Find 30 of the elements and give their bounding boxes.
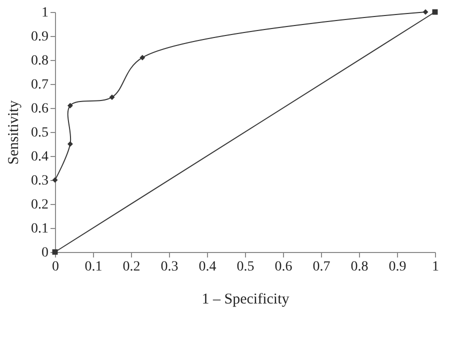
y-tick-label: 0 xyxy=(42,246,48,260)
x-tick-label: 0.9 xyxy=(388,260,406,274)
point xyxy=(109,94,115,100)
x-tick-label: 0 xyxy=(52,260,59,274)
y-tick-label: 0.9 xyxy=(31,30,48,44)
point xyxy=(52,177,58,183)
x-tick-label: 0.6 xyxy=(274,260,292,274)
x-tick-label: 0.2 xyxy=(122,260,140,274)
y-tick-label: 0.4 xyxy=(31,150,48,164)
y-tick-label: 0.1 xyxy=(31,222,48,236)
y-tick-label: 1 xyxy=(42,6,48,20)
point xyxy=(67,102,73,108)
x-tick-label: 0.7 xyxy=(312,260,330,274)
y-tick-label: 0.7 xyxy=(31,78,48,92)
y-tick-label: 0.6 xyxy=(31,102,48,116)
x-tick-label: 1 xyxy=(432,260,439,274)
point xyxy=(422,9,428,15)
x-tick-label: 0.1 xyxy=(84,260,102,274)
y-tick-label: 0.2 xyxy=(31,198,48,212)
x-tick-label: 0.3 xyxy=(160,260,178,274)
y-tick-label: 0.8 xyxy=(31,54,48,68)
point xyxy=(140,54,146,60)
y-tick-label: 0.5 xyxy=(31,126,48,140)
y-tick-label: 0.3 xyxy=(31,174,48,188)
point xyxy=(67,141,73,147)
x-tick-label: 0.8 xyxy=(350,260,368,274)
y-axis-title: Sensitivity xyxy=(6,100,22,165)
x-tick-label: 0.4 xyxy=(198,260,216,274)
x-tick-label: 0.5 xyxy=(236,260,254,274)
x-axis-title: 1 – Specificity xyxy=(202,292,290,308)
